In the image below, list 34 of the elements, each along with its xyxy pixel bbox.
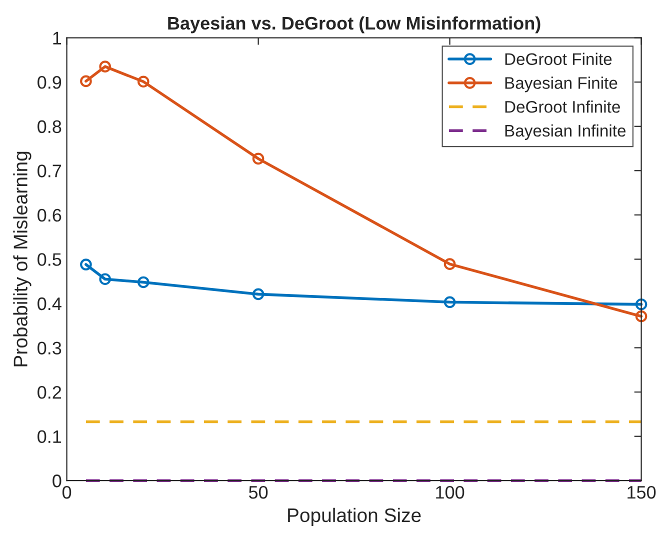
point <box>137 76 150 88</box>
point <box>635 310 648 322</box>
y-tick-label: 0.4 <box>38 297 62 310</box>
y-tick-label: 0 <box>52 474 62 488</box>
y-tick-label: 0.1 <box>38 430 62 444</box>
y-tick-label: 1 <box>53 32 62 44</box>
y-tick-label: 0.3 <box>38 342 62 354</box>
x-axis-title: Population Size <box>288 508 421 526</box>
legend-label: DeGroot Infinite <box>505 100 620 113</box>
point <box>252 288 264 300</box>
chart-title: Bayesian vs. DeGroot (Low Misinformation) <box>168 16 540 34</box>
point <box>99 273 112 286</box>
y-tick-label: 0.8 <box>38 120 62 134</box>
legend-label: Bayesian Finite <box>505 76 618 92</box>
point <box>444 296 456 308</box>
point <box>635 298 648 310</box>
y-tick-label: 0.6 <box>38 208 62 222</box>
legend-label: DeGroot Finite <box>505 52 612 66</box>
point <box>80 75 92 88</box>
y-tick-label: 0.9 <box>38 76 62 89</box>
x-tick-label: 100 <box>436 486 464 499</box>
legend-label: Bayesian Infinite <box>505 124 626 140</box>
point <box>252 152 264 165</box>
point <box>99 60 112 72</box>
point <box>80 258 92 270</box>
y-axis-title: Probability of Mislearning <box>13 152 32 366</box>
point <box>444 258 456 270</box>
point <box>137 276 150 288</box>
y-tick-label: 0.7 <box>38 164 62 178</box>
x-tick-label: 150 <box>628 486 656 499</box>
y-tick-label: 0.5 <box>38 253 62 266</box>
x-tick-label: 50 <box>248 486 268 499</box>
x-tick-label: 0 <box>62 486 72 499</box>
y-tick-label: 0.2 <box>38 386 62 399</box>
